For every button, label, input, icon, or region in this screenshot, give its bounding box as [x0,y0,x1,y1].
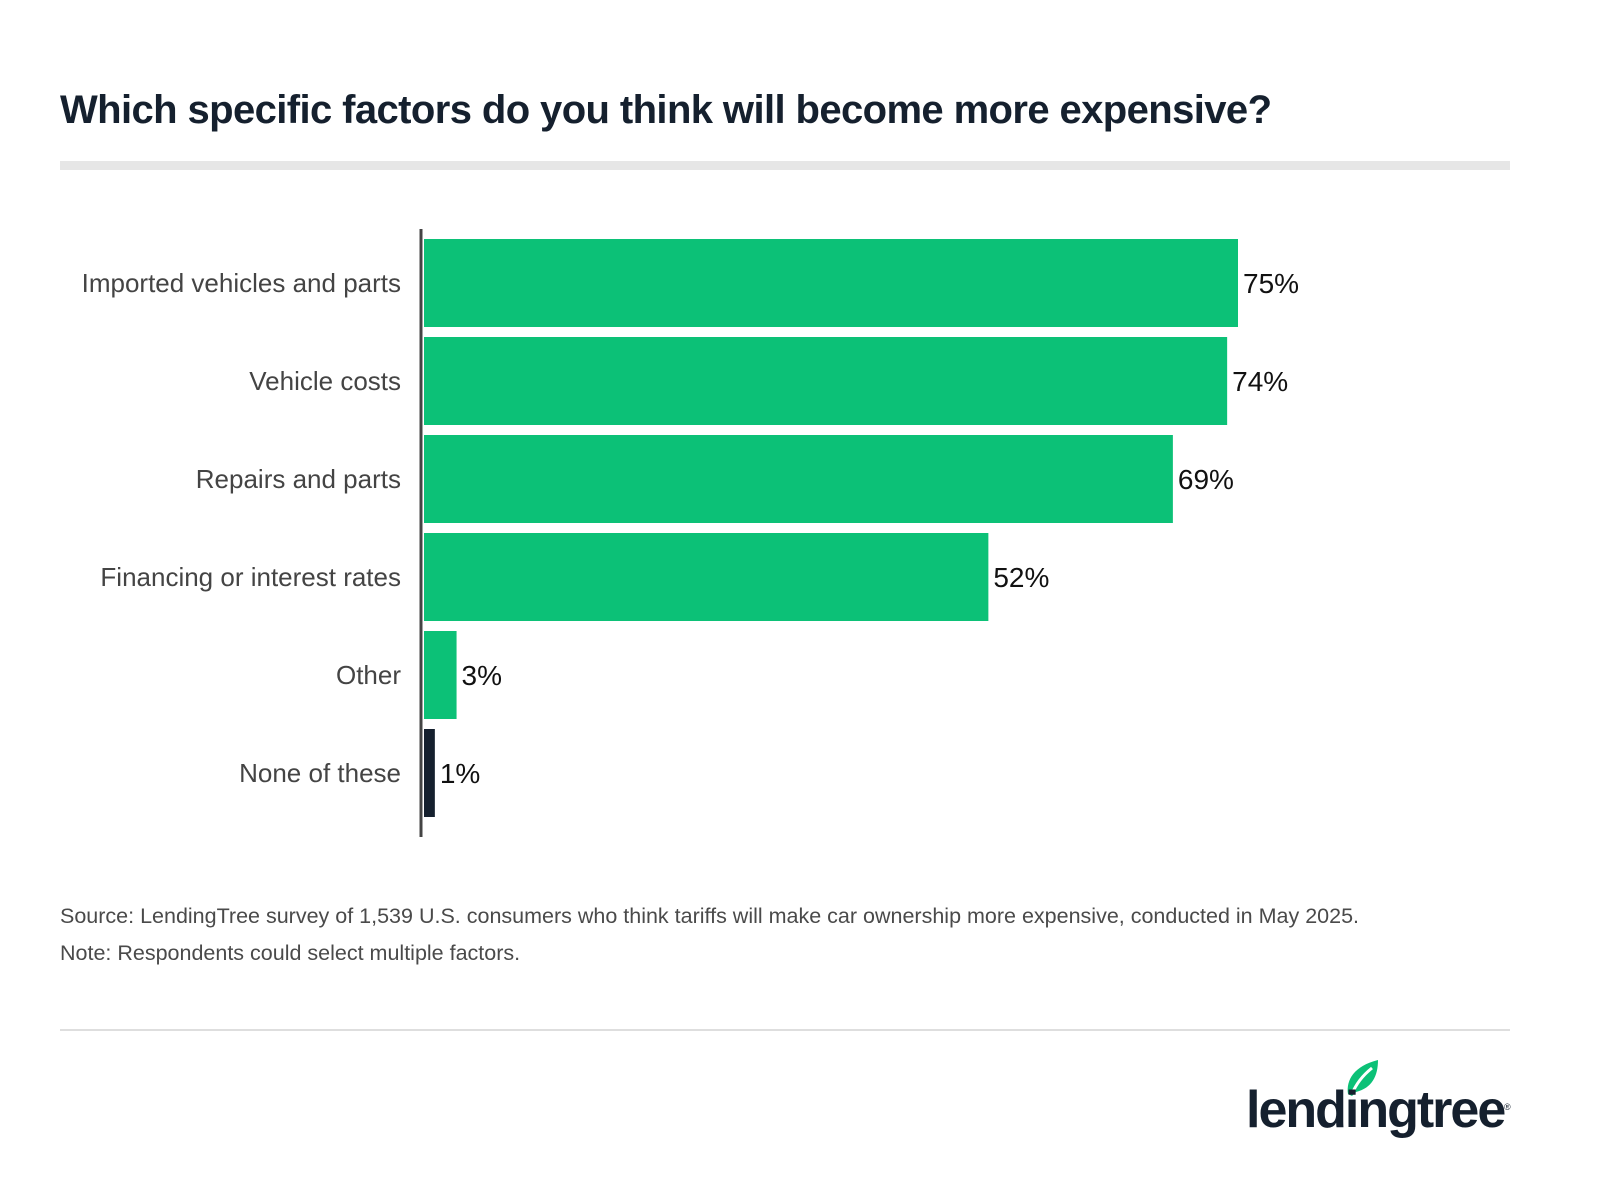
bars-group [424,239,1238,817]
footer-divider [60,1029,1510,1031]
bar-financing-or-interest-rates [424,533,989,621]
source-text: Source: LendingTree survey of 1,539 U.S.… [60,904,1360,928]
category-label-vehicle-costs: Vehicle costs [249,366,401,396]
value-label-imported-vehicles-and-parts: 75% [1243,268,1299,299]
note-text: Note: Respondents could select multiple … [60,941,521,965]
bar-none-of-these [424,729,435,817]
bar-vehicle-costs [424,337,1228,425]
title-divider [60,161,1510,170]
value-label-vehicle-costs: 74% [1232,366,1288,397]
category-label-none-of-these: None of these [239,758,401,788]
bar-imported-vehicles-and-parts [424,239,1238,327]
value-label-none-of-these: 1% [440,758,480,789]
category-label-repairs-and-parts: Repairs and parts [196,464,401,494]
bar-chart: Imported vehicles and parts Vehicle costs… [82,229,1299,837]
value-labels-group: 75% 74% 69% 52% 3% 1% [440,268,1299,789]
value-label-other: 3% [462,660,502,691]
category-labels-group: Imported vehicles and parts Vehicle costs… [82,268,402,788]
bar-other [424,631,457,719]
leaf-icon [1347,1060,1378,1096]
value-label-financing-or-interest-rates: 52% [993,562,1049,593]
bar-repairs-and-parts [424,435,1173,523]
registered-mark: ® [1504,1102,1511,1112]
chart-notes: Source: LendingTree survey of 1,539 U.S.… [60,898,1359,972]
logo-wordmark: lendingtree [1246,1081,1506,1139]
chart-title: Which specific factors do you think will… [60,88,1272,132]
category-label-other: Other [336,660,401,690]
value-label-repairs-and-parts: 69% [1178,464,1234,495]
category-label-financing-or-interest-rates: Financing or interest rates [100,562,401,592]
lendingtree-logo: lendingtree ® [1246,1058,1516,1148]
category-label-imported-vehicles-and-parts: Imported vehicles and parts [82,268,401,298]
